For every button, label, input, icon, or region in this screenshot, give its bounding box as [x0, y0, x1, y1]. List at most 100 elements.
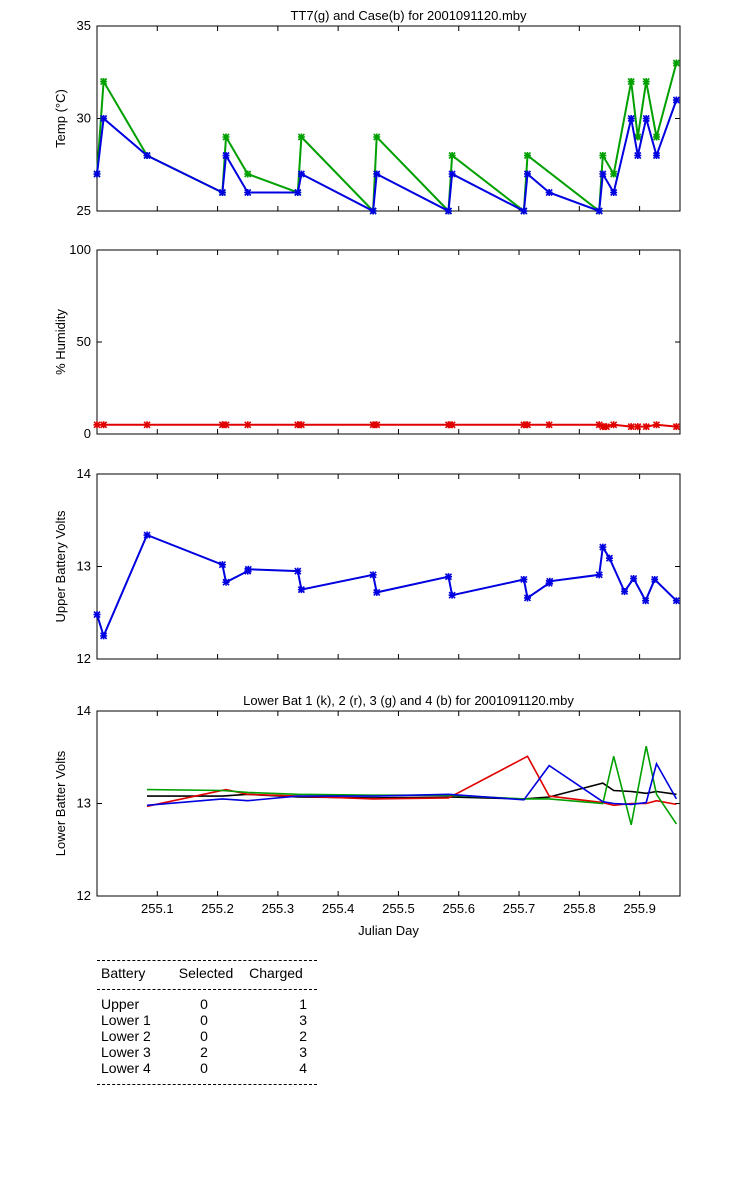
data-point: [297, 170, 305, 178]
data-point: [652, 421, 661, 429]
y-tick-label: 30: [77, 111, 91, 126]
data-point: [448, 421, 456, 429]
data-point: [595, 421, 603, 429]
data-point: [523, 170, 532, 178]
data-point: [373, 588, 381, 596]
cell-charged: 1: [299, 996, 308, 1012]
axes-frame: [96, 249, 681, 435]
data-point: [546, 577, 554, 585]
table-row: Upper 0 1: [97, 996, 317, 1012]
data-point: [373, 170, 381, 178]
data-point: [672, 423, 680, 431]
axes-frame: [96, 473, 681, 660]
chart-panel-2: [93, 249, 681, 435]
data-point: [93, 611, 101, 619]
cell-battery: Lower 4: [101, 1060, 151, 1076]
cell-charged: 3: [299, 1044, 308, 1060]
table-row: Lower 2 0 2: [97, 1028, 317, 1044]
table-row: Lower 4 0 4: [97, 1060, 317, 1076]
data-point: [620, 587, 629, 596]
data-point: [448, 170, 456, 178]
y-tick-label: 50: [77, 334, 91, 349]
data-point: [369, 207, 377, 215]
data-point: [100, 77, 108, 86]
series-line-humidity: [97, 423, 677, 428]
cell-battery: Upper: [101, 996, 140, 1012]
y-tick-label: 100: [69, 242, 91, 257]
data-point: [444, 421, 453, 429]
chart-panel-3: [93, 473, 681, 660]
table-rule-bottom: [97, 1084, 317, 1085]
cell-selected: 0: [200, 1028, 208, 1044]
chart-title: TT7(g) and Case(b) for 2001091120.mby: [290, 8, 527, 23]
series-line-lower-4: [146, 761, 678, 807]
data-point: [627, 423, 635, 431]
y-tick-label: 14: [77, 703, 91, 718]
data-point: [222, 133, 230, 141]
series-line-lower-3: [146, 746, 678, 825]
series-line-upper-battery: [96, 533, 678, 639]
data-point: [520, 207, 528, 215]
data-point: [297, 421, 305, 429]
y-axis-label: % Humidity: [53, 309, 68, 375]
data-point: [523, 421, 532, 429]
data-point: [448, 591, 456, 599]
data-point: [652, 151, 661, 160]
y-tick-label: 12: [77, 651, 91, 666]
data-point: [599, 170, 607, 178]
data-point: [523, 151, 532, 160]
data-point: [143, 531, 151, 539]
data-point: [100, 421, 108, 429]
chart-panel-4: [96, 710, 681, 897]
data-point: [373, 421, 381, 429]
header-selected: Selected: [178, 965, 234, 981]
y-tick-label: 25: [77, 203, 91, 218]
data-point: [602, 423, 611, 431]
chart-title: Lower Bat 1 (k), 2 (r), 3 (g) and 4 (b) …: [243, 693, 574, 708]
data-point: [545, 188, 553, 197]
cell-charged: 3: [299, 1012, 308, 1028]
y-tick-label: 13: [77, 796, 91, 811]
data-point: [218, 188, 226, 197]
cell-selected: 2: [200, 1044, 208, 1060]
cell-battery: Lower 3: [101, 1044, 151, 1060]
table-rule-top: [97, 960, 317, 961]
x-tick-label: 255.9: [623, 901, 656, 916]
data-point: [444, 207, 453, 215]
data-point: [599, 151, 607, 160]
data-point: [672, 597, 680, 605]
data-point: [218, 561, 226, 569]
table-row: Lower 1 0 3: [97, 1012, 317, 1028]
data-point: [634, 151, 642, 160]
data-point: [100, 114, 108, 123]
data-point: [610, 170, 618, 178]
y-tick-label: 13: [77, 559, 91, 574]
axes-frame: [96, 25, 681, 212]
cell-selected: 0: [200, 1060, 208, 1076]
figure: 25 30 35 TT7(g) and Case(b) for 2001091120.…: [53, 8, 681, 938]
battery-table: Battery Selected Charged Upper 0 1 Lower…: [97, 960, 317, 1085]
x-tick-label: 255.5: [382, 901, 415, 916]
data-point: [93, 170, 101, 178]
x-tick-label: 255.6: [442, 901, 475, 916]
data-point: [297, 133, 305, 141]
y-tick-label: 14: [77, 466, 91, 481]
data-point: [520, 421, 528, 429]
data-point: [627, 114, 635, 123]
header-charged: Charged: [249, 965, 303, 981]
data-point: [630, 574, 638, 583]
table-header-row: Battery Selected Charged: [97, 961, 317, 989]
table-body: Upper 0 1 Lower 1 0 3 Lower 2 0 2 Lower …: [97, 990, 317, 1084]
data-point: [444, 573, 453, 581]
axes-frame: [96, 710, 681, 897]
y-axis-label: Lower Batter Volts: [53, 750, 68, 856]
data-point: [595, 207, 603, 215]
data-point: [100, 632, 108, 640]
header-battery: Battery: [101, 965, 146, 981]
data-point: [642, 77, 650, 86]
cell-selected: 0: [200, 1012, 208, 1028]
data-point: [222, 151, 230, 160]
data-point: [244, 188, 252, 197]
y-tick-label: 0: [84, 426, 91, 441]
data-point: [672, 59, 680, 67]
